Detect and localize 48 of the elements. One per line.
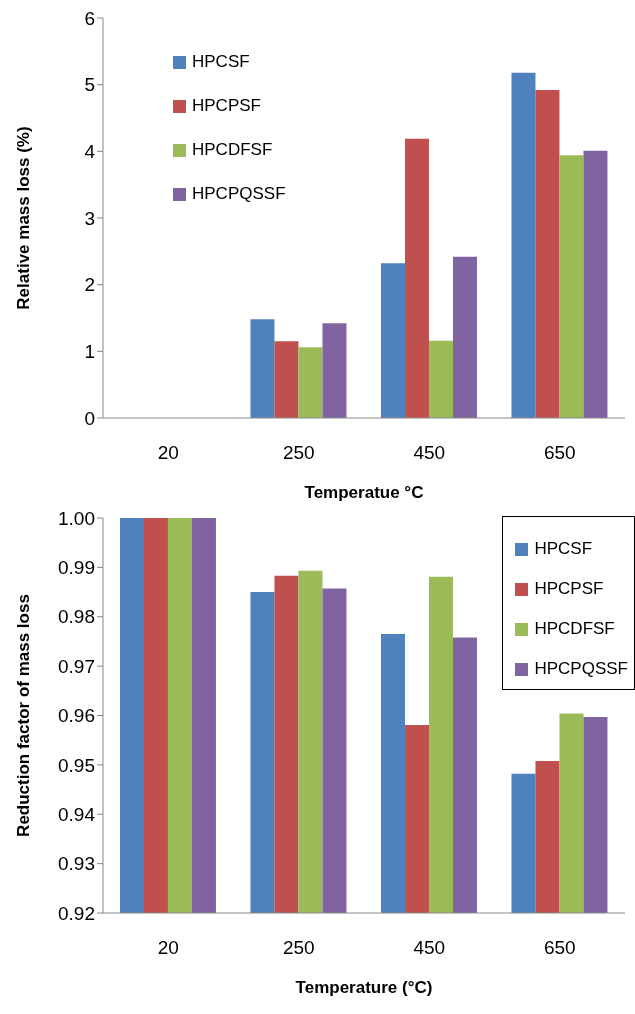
y-tick-label: 0.95	[58, 754, 95, 776]
bar	[511, 72, 536, 418]
y-tick-label: 6	[84, 7, 95, 29]
y-tick-label: 0.92	[58, 902, 95, 924]
bar	[380, 263, 405, 418]
legend-label: HPCSF	[192, 52, 250, 72]
legend-label: HPCDFSF	[534, 619, 615, 639]
legend-label: HPCPQSSF	[192, 184, 286, 204]
x-tick-label: 20	[157, 442, 179, 464]
x-axis-title: Temperature (°C)	[295, 978, 433, 997]
bar	[274, 341, 299, 418]
x-axis-title: Temperatue °C	[304, 483, 424, 502]
y-tick-label: 0.93	[58, 853, 95, 875]
bar	[559, 155, 584, 418]
y-axis-title: Reduction factor of mass loss	[14, 594, 34, 837]
bar	[322, 323, 347, 418]
bar	[298, 347, 323, 418]
y-tick-label: 2	[84, 274, 95, 296]
bar	[583, 150, 608, 418]
y-tick-label: 0.96	[58, 705, 95, 727]
y-axis-title: Relative mass loss (%)	[14, 126, 34, 310]
x-tick-label: 650	[543, 937, 576, 959]
y-tick-label: 5	[84, 74, 95, 96]
y-tick-label: 0.98	[58, 606, 95, 628]
x-tick-label: 450	[413, 937, 446, 959]
x-tick-label: 450	[413, 442, 446, 464]
legend-label: HPCPQSSF	[534, 659, 628, 679]
y-tick-label: 1.00	[58, 507, 95, 529]
y-tick-label: 0.97	[58, 655, 95, 677]
y-tick-label: 0.94	[58, 803, 96, 825]
legend-label: HPCSF	[534, 539, 593, 559]
bar	[535, 90, 560, 418]
y-tick-label: 1	[84, 341, 95, 363]
legend-label: HPCDFSF	[192, 140, 273, 160]
legend-label: HPCPSF	[192, 96, 261, 116]
legend-label: HPCPSF	[534, 579, 604, 599]
bar	[428, 340, 453, 418]
x-tick-label: 250	[282, 442, 315, 464]
y-tick-label: 0.99	[58, 557, 95, 579]
bar	[250, 319, 275, 418]
y-tick-label: 4	[84, 141, 96, 163]
x-tick-label: 250	[282, 937, 315, 959]
bar	[404, 138, 429, 418]
x-tick-label: 20	[157, 937, 179, 959]
y-tick-label: 3	[84, 207, 95, 229]
y-tick-label: 0	[84, 407, 95, 429]
x-tick-label: 650	[543, 442, 576, 464]
bar	[452, 256, 477, 418]
